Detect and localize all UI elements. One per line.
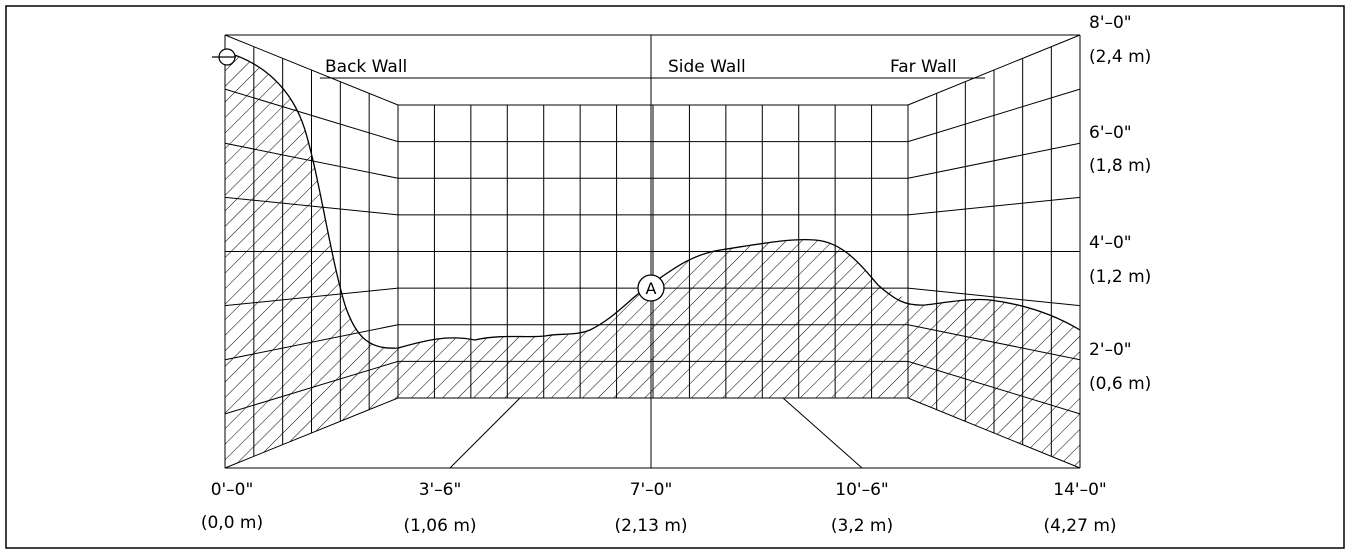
- left-grid-h: [224, 324, 399, 361]
- coverage-outline: [224, 51, 1081, 349]
- width-label-3: 10'–6": [835, 480, 888, 500]
- width-label-4-metric: (4,27 m): [1043, 516, 1116, 536]
- height-labels: 8'–0" (2,4 m) 6'–0" (1,8 m) 4'–0" (1,2 m…: [1089, 13, 1151, 394]
- wall-label-side: Side Wall: [668, 57, 746, 77]
- wall-label-back: Back Wall: [325, 57, 407, 77]
- right-grid-h: [907, 360, 1081, 415]
- floor-line-right: [782, 397, 863, 469]
- hatched-area-far-wall: [878, 285, 1080, 468]
- height-label-2ft: 2'–0": [1089, 340, 1132, 360]
- height-label-4ft: 4'–0": [1089, 233, 1132, 253]
- observer-marker-icon: [212, 48, 236, 66]
- left-grid-h: [224, 142, 399, 179]
- left-grid-h: [224, 360, 399, 415]
- width-label-2: 7'–0": [630, 480, 673, 500]
- left-grid-h: [224, 287, 399, 307]
- wall-label-far: Far Wall: [890, 57, 957, 77]
- height-label-4ft-metric: (1,2 m): [1089, 267, 1151, 287]
- height-label-2ft-metric: (0,6 m): [1089, 374, 1151, 394]
- right-grid-h: [907, 142, 1081, 179]
- width-label-0-metric: (0,0 m): [201, 513, 263, 533]
- width-label-0: 0'–0": [211, 480, 254, 500]
- right-grid-h: [907, 88, 1081, 143]
- width-label-2-metric: (2,13 m): [614, 516, 687, 536]
- height-label-6ft: 6'–0": [1089, 123, 1132, 143]
- width-label-4: 14'–0": [1053, 480, 1106, 500]
- outer-border: [5, 5, 1345, 549]
- point-marker-a: A: [637, 274, 665, 302]
- width-label-1: 3'–6": [419, 480, 462, 500]
- height-label-8ft-metric: (2,4 m): [1089, 47, 1151, 67]
- right-grid-h: [907, 287, 1081, 307]
- height-label-6ft-metric: (1,8 m): [1089, 156, 1151, 176]
- right-grid-h: [907, 324, 1081, 361]
- height-label-8ft: 8'–0": [1089, 13, 1132, 33]
- point-marker-label: A: [646, 279, 657, 298]
- left-grid-h: [224, 196, 399, 216]
- width-label-1-metric: (1,06 m): [403, 516, 476, 536]
- width-label-3-metric: (3,2 m): [831, 516, 893, 536]
- left-grid-h: [224, 88, 399, 143]
- right-grid-h: [907, 196, 1081, 216]
- floor-line-left: [449, 397, 521, 469]
- width-labels: 0'–0" (0,0 m) 3'–6" (1,06 m) 7'–0" (2,13…: [201, 480, 1117, 536]
- wall-grid: [224, 34, 1081, 469]
